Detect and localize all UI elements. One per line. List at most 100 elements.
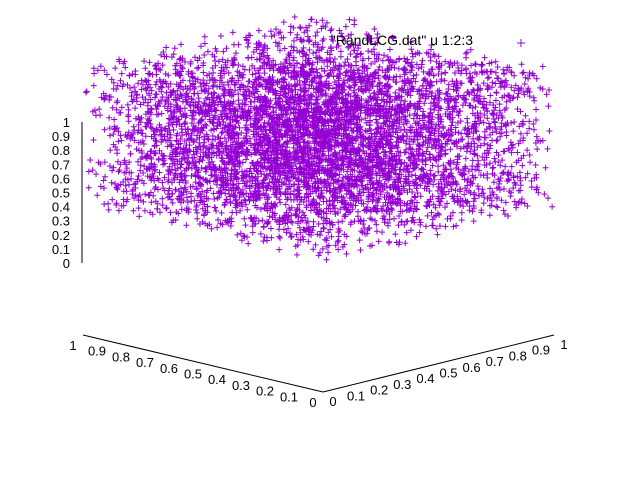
data-point: [494, 137, 501, 144]
data-point: [510, 185, 517, 192]
data-point: [335, 225, 342, 232]
data-point: [113, 201, 120, 208]
data-point: [412, 194, 419, 201]
data-point: [458, 209, 465, 216]
data-point: [375, 91, 382, 98]
data-point: [408, 197, 415, 204]
data-point: [455, 64, 462, 71]
data-point: [403, 229, 410, 236]
data-point: [323, 220, 330, 227]
data-point: [396, 213, 403, 220]
data-point: [229, 209, 236, 216]
data-point: [347, 105, 354, 112]
data-point: [519, 70, 526, 77]
data-point: [188, 96, 195, 103]
data-point: [223, 138, 230, 145]
data-point: [493, 149, 500, 156]
data-point: [205, 85, 212, 92]
x-tick-label: 0.1: [280, 389, 298, 404]
data-point: [93, 171, 100, 178]
data-point: [384, 53, 391, 60]
data-point: [213, 208, 220, 215]
data-point: [107, 147, 114, 154]
data-point: [159, 202, 166, 209]
data-point: [532, 161, 539, 168]
data-point: [541, 191, 548, 198]
data-point: [481, 140, 488, 147]
data-point: [297, 24, 304, 31]
data-point: [357, 247, 364, 254]
data-point: [500, 185, 507, 192]
data-point: [450, 223, 457, 230]
data-point: [194, 65, 201, 72]
data-point: [277, 29, 284, 36]
data-point: [316, 201, 323, 208]
y-tick-label: 0.5: [439, 366, 457, 381]
data-point: [120, 188, 127, 195]
data-point: [423, 49, 430, 56]
data-point: [115, 207, 122, 214]
data-point: [177, 164, 184, 171]
data-point: [184, 199, 191, 206]
data-point: [177, 41, 184, 48]
data-point: [170, 51, 177, 58]
data-point: [354, 50, 361, 57]
data-point: [245, 240, 252, 247]
data-point: [194, 57, 201, 64]
data-point: [156, 169, 163, 176]
data-point: [137, 162, 144, 169]
data-point: [157, 66, 164, 73]
data-point: [201, 51, 208, 58]
data-point: [184, 194, 191, 201]
data-point: [395, 222, 402, 229]
data-point: [355, 42, 362, 49]
data-point: [220, 48, 227, 55]
data-point: [234, 231, 241, 238]
data-point: [194, 215, 201, 222]
data-point: [283, 229, 290, 236]
data-point: [117, 109, 124, 116]
data-point: [126, 181, 133, 188]
data-point: [101, 67, 108, 74]
data-point: [324, 63, 331, 70]
data-point: [386, 46, 393, 53]
data-point: [516, 123, 523, 130]
data-point: [162, 70, 169, 77]
data-point: [335, 219, 342, 226]
data-point: [445, 60, 452, 67]
data-point: [324, 176, 331, 183]
data-point: [472, 60, 479, 67]
data-point: [346, 16, 353, 23]
data-point: [114, 124, 121, 131]
data-point: [287, 23, 294, 30]
y-tick-label: 0.4: [416, 371, 434, 386]
data-point: [218, 209, 225, 216]
y-tick-label: 0.9: [532, 343, 550, 358]
data-point: [511, 118, 518, 125]
data-point: [148, 87, 155, 94]
data-point: [140, 140, 147, 147]
data-point: [125, 118, 132, 125]
data-point: [332, 242, 339, 249]
data-point: [192, 179, 199, 186]
data-point: [223, 142, 230, 149]
data-point: [108, 76, 115, 83]
data-point: [494, 204, 501, 211]
data-point: [96, 106, 103, 113]
z-tick-label: 0.4: [52, 200, 70, 215]
data-point: [182, 172, 189, 179]
data-point: [435, 121, 442, 128]
data-point: [517, 137, 524, 144]
data-point: [501, 70, 508, 77]
data-point: [83, 88, 90, 95]
data-point: [259, 217, 266, 224]
z-tick-label: 0.8: [52, 143, 70, 158]
data-point: [229, 62, 236, 69]
data-point: [337, 48, 344, 55]
data-point: [227, 222, 234, 229]
data-point: [486, 124, 493, 131]
x-tick-label: 0.7: [136, 355, 154, 370]
data-point: [128, 175, 135, 182]
y-tick-label: 0.6: [463, 360, 481, 375]
data-point: [458, 67, 465, 74]
